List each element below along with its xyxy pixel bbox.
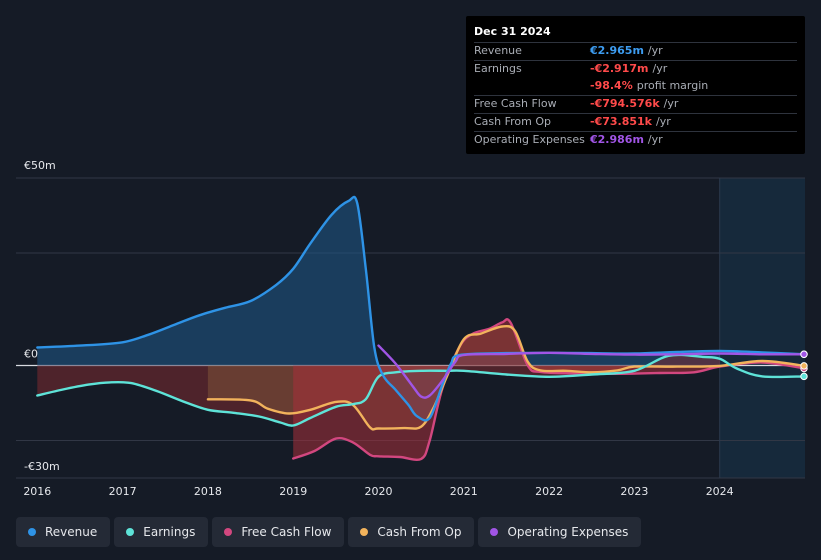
tooltip-label [474, 78, 590, 95]
tooltip: Dec 31 2024 Revenue €2.965m /yr Earnings… [466, 16, 805, 154]
series-endpoints [800, 350, 808, 381]
x-tick-label: 2017 [109, 485, 137, 498]
legend-dot-icon [490, 528, 499, 536]
line-free-cash-flow [292, 318, 807, 461]
legend-dot-icon [224, 528, 233, 536]
x-tick-label: 2024 [706, 485, 734, 498]
x-tick-label: 2018 [194, 485, 222, 498]
x-tick-label: 2016 [23, 485, 51, 498]
legend-item-revenue[interactable]: Revenue [16, 517, 111, 547]
tooltip-value: -€2.917m [590, 62, 649, 75]
x-axis-labels: 2016 2017 2018 2019 2020 2021 2022 2023 2024 [23, 485, 733, 498]
x-tick-label: 2021 [450, 485, 478, 498]
legend-item-free-cash-flow[interactable]: Free Cash Flow [212, 517, 345, 547]
tooltip-row-profit-margin: -98.4% profit margin [474, 78, 797, 95]
series-fills [37, 196, 720, 460]
tooltip-row-free-cash-flow: Free Cash Flow -€794.576k /yr [474, 95, 797, 113]
y-tick-label: -€30m [24, 460, 60, 473]
line-operating-expenses [377, 344, 807, 399]
tooltip-unit: /yr [663, 97, 679, 110]
tooltip-unit: /yr [647, 133, 663, 146]
legend-dot-icon [28, 528, 36, 536]
tooltip-label: Earnings [474, 62, 522, 75]
x-tick-label: 2019 [279, 485, 307, 498]
tooltip-label: Free Cash Flow [474, 97, 557, 110]
legend-label: Free Cash Flow [241, 525, 332, 539]
tooltip-unit: profit margin [636, 79, 709, 92]
endpoint-operating-expenses [800, 350, 808, 358]
endpoint-cash-from-op [800, 362, 808, 370]
y-tick-label: €0 [24, 348, 38, 361]
tooltip-value: -€73.851k [590, 115, 652, 128]
tooltip-unit: /yr [652, 62, 668, 75]
tooltip-row-revenue: Revenue €2.965m /yr [474, 42, 797, 60]
line-earnings [36, 353, 807, 427]
y-axis-labels: €50m €0 -€30m [24, 159, 60, 473]
tooltip-label: Revenue [474, 44, 522, 57]
legend-label: Revenue [45, 525, 98, 539]
tooltip-value: €2.965m [590, 44, 644, 57]
legend-dot-icon [126, 528, 135, 536]
legend-label: Operating Expenses [507, 525, 629, 539]
tooltip-value: -€794.576k [590, 97, 660, 110]
tooltip-unit: /yr [655, 115, 671, 128]
legend-item-operating-expenses[interactable]: Operating Expenses [478, 517, 642, 547]
tooltip-row-earnings: Earnings -€2.917m /yr [474, 60, 797, 78]
area-revenue [37, 196, 720, 421]
tooltip-label: Cash From Op [474, 115, 552, 128]
x-tick-label: 2022 [535, 485, 563, 498]
line-cash-from-op [206, 324, 807, 431]
forecast-region [719, 178, 805, 478]
x-tick-label: 2020 [365, 485, 393, 498]
tooltip-value: -98.4% [590, 79, 633, 92]
tooltip-date: Dec 31 2024 [474, 25, 551, 38]
legend: Revenue Earnings Free Cash Flow Cash Fro… [16, 517, 642, 547]
tooltip-row-cash-from-op: Cash From Op -€73.851k /yr [474, 113, 797, 131]
series-lines [36, 195, 807, 461]
area-free-cash-flow [293, 319, 720, 460]
tooltip-label: Operating Expenses [474, 133, 585, 146]
y-tick-label: €50m [24, 159, 56, 172]
legend-item-cash-from-op[interactable]: Cash From Op [348, 517, 475, 547]
legend-item-earnings[interactable]: Earnings [114, 517, 209, 547]
legend-label: Cash From Op [377, 525, 462, 539]
tooltip-value: €2.986m [590, 133, 644, 146]
tooltip-row-operating-expenses: Operating Expenses €2.986m /yr [474, 131, 797, 149]
legend-dot-icon [360, 528, 369, 536]
tooltip-unit: /yr [647, 44, 663, 57]
x-tick-label: 2023 [620, 485, 648, 498]
endpoint-earnings [800, 372, 808, 381]
legend-label: Earnings [143, 525, 196, 539]
